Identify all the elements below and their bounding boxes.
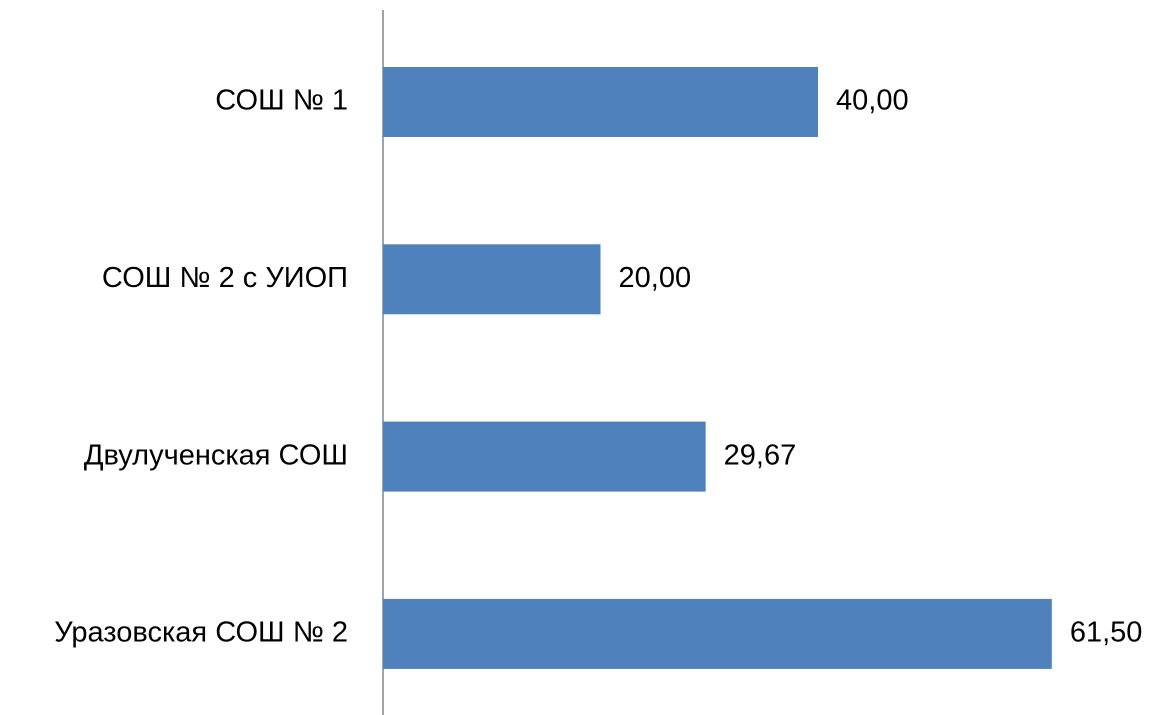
- data-label: 40,00: [836, 85, 909, 117]
- category-label: СОШ № 2 с УИОП: [102, 262, 348, 294]
- bar: [383, 421, 706, 492]
- bar: [383, 244, 601, 315]
- data-label: 61,50: [1070, 617, 1143, 649]
- category-label: Уразовская СОШ № 2: [54, 617, 348, 649]
- bar: [383, 598, 1052, 669]
- category-label: СОШ № 1: [215, 85, 348, 117]
- bar: [383, 67, 818, 137]
- data-label: 29,67: [724, 439, 797, 471]
- data-label: 20,00: [619, 262, 692, 294]
- category-label: Двулученская СОШ: [84, 439, 348, 471]
